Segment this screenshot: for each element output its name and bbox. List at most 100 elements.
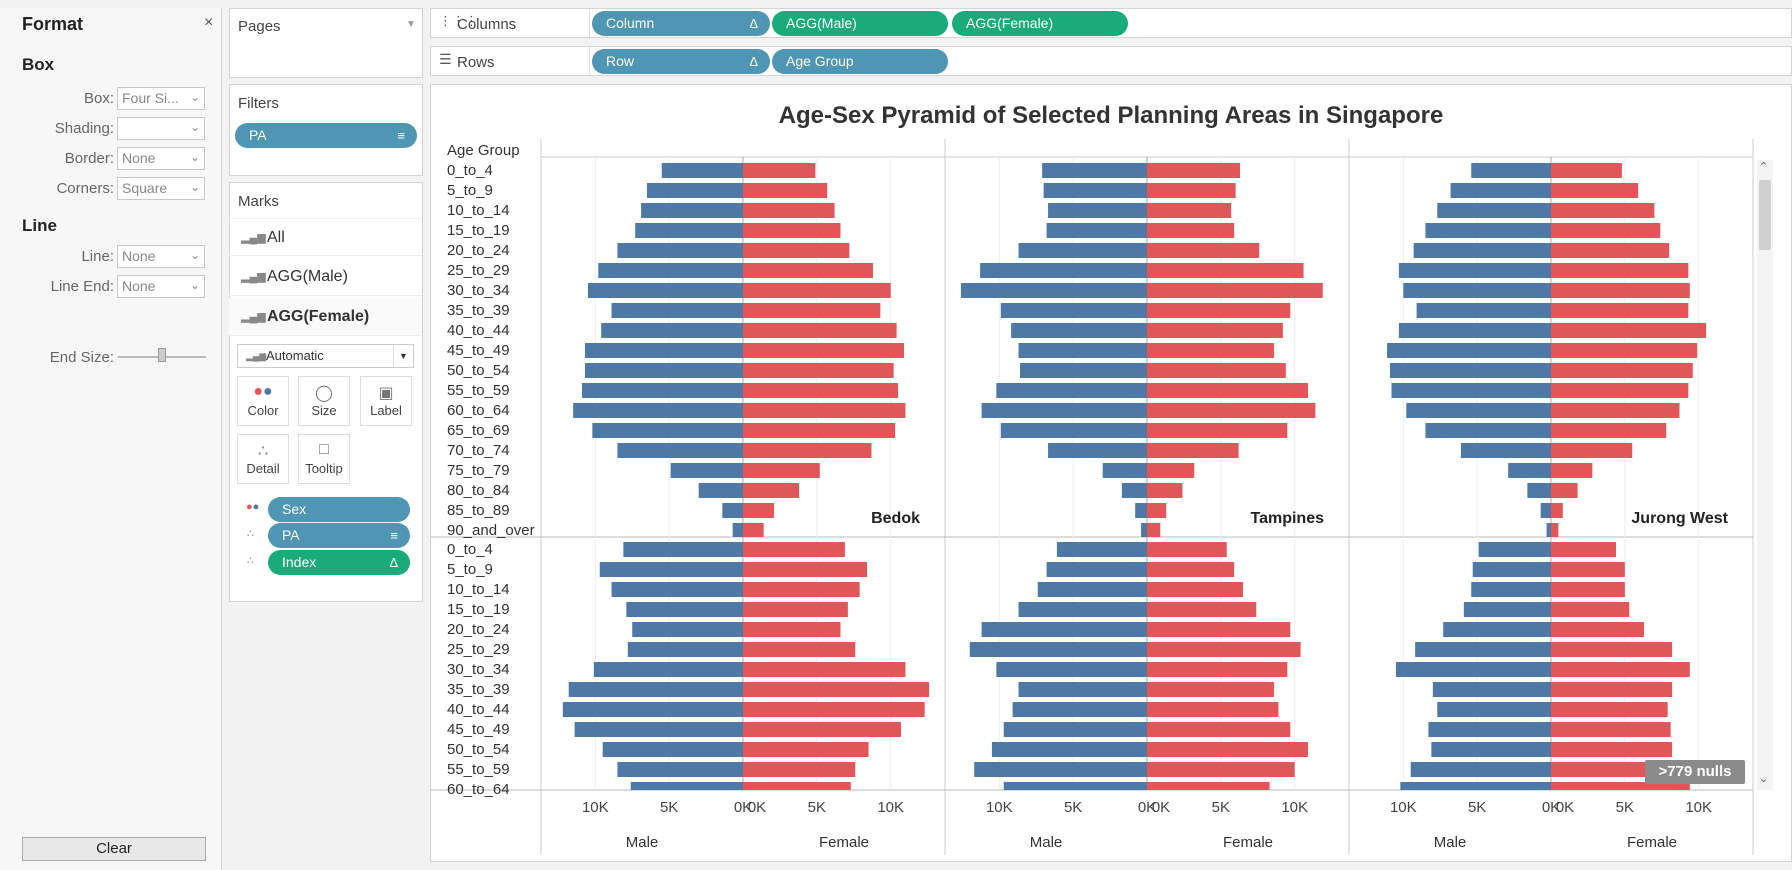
scroll-up-icon[interactable]: ⌃	[1759, 161, 1769, 173]
female-bar	[1551, 782, 1690, 790]
rows-shelf[interactable]: ☰ Rows Row Δ Age Group	[430, 46, 1792, 76]
nulls-indicator[interactable]: >779 nulls	[1645, 760, 1745, 784]
age-group-label: 0_to_4	[447, 541, 493, 558]
shelf-divider	[589, 47, 590, 75]
female-bar	[1147, 582, 1243, 597]
female-bar	[743, 622, 841, 637]
male-bar	[1043, 183, 1147, 198]
end-size-slider-handle[interactable]	[158, 348, 166, 362]
male-bar	[1019, 363, 1147, 378]
line-select[interactable]: None ⌄	[117, 245, 205, 268]
male-bar	[960, 283, 1147, 298]
female-bar	[1147, 463, 1195, 478]
marks-tab-agg-male[interactable]: ▂▄▆ AGG(Male)	[229, 258, 422, 296]
detail-icon: ∴	[257, 443, 269, 460]
scrollbar-thumb[interactable]	[1759, 180, 1771, 250]
marks-field-index[interactable]: Index Δ	[268, 550, 410, 575]
male-bar	[1413, 243, 1551, 258]
female-bar	[743, 722, 902, 737]
caret-down-icon[interactable]: ▼	[406, 19, 416, 30]
female-bar	[743, 223, 841, 238]
corners-select[interactable]: Square ⌄	[117, 177, 205, 200]
color-button[interactable]: ●● Color	[237, 376, 289, 426]
close-icon[interactable]: ×	[204, 14, 214, 31]
female-bar	[1147, 183, 1236, 198]
female-bar	[743, 762, 856, 777]
line-select-value: None	[122, 248, 156, 264]
filter-pill-pa[interactable]: PA ≡	[235, 123, 417, 148]
line-end-select[interactable]: None ⌄	[117, 275, 205, 298]
x-tick-label: 10K	[877, 799, 904, 816]
male-bar	[611, 582, 743, 597]
x-tick-label: 5K	[1212, 799, 1230, 816]
detail-button[interactable]: ∴ Detail	[237, 434, 289, 484]
panel-label: Bedok	[871, 510, 920, 527]
female-bar	[743, 523, 764, 537]
mark-type-value: Automatic	[266, 348, 324, 363]
female-bar	[1551, 203, 1655, 218]
female-bar	[743, 383, 899, 398]
chart-view: Age-Sex Pyramid of Selected Planning Are…	[430, 84, 1792, 862]
pages-shelf[interactable]: Pages ▼	[229, 8, 423, 78]
vertical-scrollbar[interactable]: ⌃ ⌄	[1757, 160, 1773, 790]
female-bar	[743, 363, 894, 378]
female-bar	[1551, 263, 1689, 278]
x-axis-title: Male	[1030, 834, 1063, 851]
male-bar	[617, 762, 743, 777]
female-bar	[1551, 742, 1673, 757]
size-button[interactable]: ◯ Size	[298, 376, 350, 426]
x-tick-label: 5K	[1468, 799, 1486, 816]
column-pill-agg-female[interactable]: AGG(Female)	[952, 11, 1128, 36]
female-bar	[1551, 562, 1625, 577]
male-bar	[1403, 283, 1551, 298]
x-tick-label: 10K	[582, 799, 609, 816]
mark-type-select[interactable]: ▂▄▆ Automatic ▼	[237, 344, 414, 368]
marks-title: Marks	[238, 193, 279, 210]
male-bar	[1437, 203, 1551, 218]
marks-field-pa[interactable]: PA ≡	[268, 523, 410, 548]
female-bar	[1147, 403, 1316, 418]
clear-button[interactable]: Clear	[22, 837, 206, 861]
age-group-label: 15_to_19	[447, 601, 510, 618]
shading-select[interactable]: ⌄	[117, 117, 205, 140]
corners-field-label: Corners:	[56, 180, 114, 197]
marks-field-sex[interactable]: Sex	[268, 497, 410, 522]
box-select[interactable]: Four Si... ⌄	[117, 87, 205, 110]
marks-tab-agg-female[interactable]: ▂▄▆ AGG(Female)	[229, 298, 422, 336]
scroll-down-icon[interactable]: ⌄	[1759, 773, 1769, 785]
marks-tab-all[interactable]: ▂▄▆ All	[229, 218, 422, 256]
female-bar	[1147, 243, 1260, 258]
row-pill-row[interactable]: Row Δ	[592, 49, 770, 74]
male-bar	[1432, 682, 1551, 697]
female-bar	[1551, 423, 1667, 438]
male-bar	[1398, 263, 1551, 278]
male-bar	[1056, 542, 1147, 557]
male-bar	[562, 702, 743, 717]
x-tick-label: 10K	[986, 799, 1013, 816]
row-pill-age-group[interactable]: Age Group	[772, 49, 948, 74]
age-group-label: 55_to_59	[447, 761, 510, 778]
male-bar	[1416, 303, 1551, 318]
text-label-icon: ▣	[378, 385, 394, 402]
border-select[interactable]: None ⌄	[117, 147, 205, 170]
tooltip-button[interactable]: □ Tooltip	[298, 434, 350, 484]
female-bar	[1147, 363, 1286, 378]
male-bar	[1395, 662, 1551, 677]
format-pane-title: Format	[22, 14, 84, 34]
label-button[interactable]: ▣ Label	[360, 376, 412, 426]
column-pill-agg-male[interactable]: AGG(Male)	[772, 11, 948, 36]
male-bar	[1000, 303, 1147, 318]
male-bar	[611, 303, 743, 318]
column-pill-column[interactable]: Column Δ	[592, 11, 770, 36]
female-bar	[743, 423, 896, 438]
columns-shelf[interactable]: ⋮⋮⋮ Columns Column Δ AGG(Male) AGG(Femal…	[430, 8, 1792, 38]
male-bar	[593, 662, 743, 677]
x-axis-title: Male	[626, 834, 659, 851]
male-bar	[661, 163, 743, 178]
female-bar	[1147, 542, 1227, 557]
filters-shelf[interactable]: Filters PA ≡	[229, 84, 423, 176]
female-bar	[743, 343, 904, 358]
column-pill-label: AGG(Female)	[966, 15, 1054, 31]
male-bar	[630, 782, 743, 790]
female-bar	[1147, 702, 1279, 717]
